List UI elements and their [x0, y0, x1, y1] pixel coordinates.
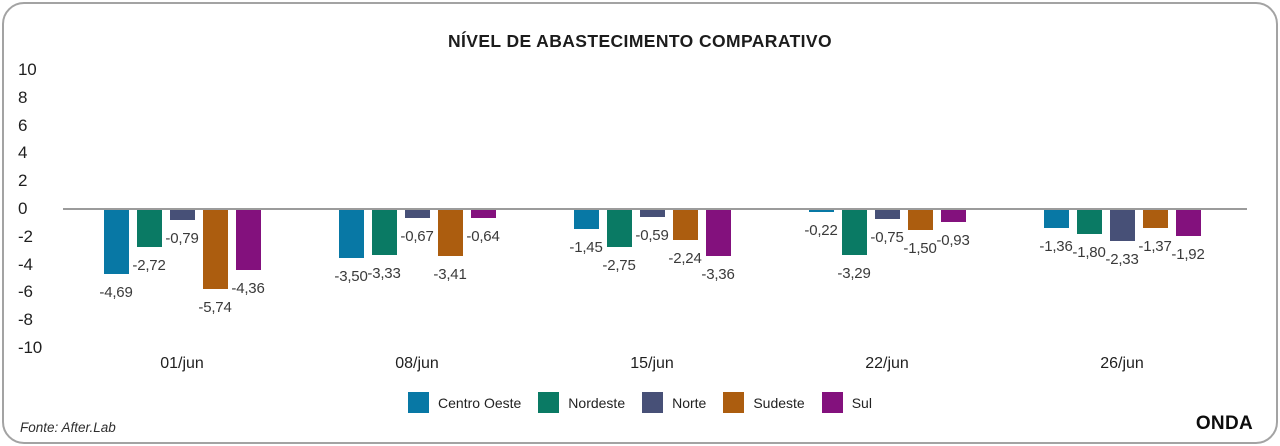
bar-value-label: -1,36	[1039, 237, 1073, 255]
bar-value-label: -2,72	[132, 256, 166, 274]
bar-value-label: -3,41	[433, 266, 467, 284]
bar-sudeste	[202, 209, 228, 289]
bar-centro-oeste	[573, 209, 599, 230]
legend-item-nordeste: Nordeste	[538, 392, 625, 413]
bar-norte	[639, 209, 665, 218]
y-axis-tick-label: 4	[18, 143, 28, 163]
bar-value-label: -4,36	[231, 279, 265, 297]
legend: Centro Oeste Nordeste Norte Sudeste Sul	[0, 392, 1280, 413]
bar-sul	[940, 209, 966, 222]
legend-label: Nordeste	[568, 394, 626, 411]
bar-centro-oeste	[103, 209, 129, 275]
y-axis-tick-label: -2	[18, 226, 33, 246]
legend-label: Centro Oeste	[438, 394, 522, 411]
legend-label: Sul	[851, 394, 872, 411]
legend-label: Sudeste	[753, 394, 805, 411]
bar-value-label: -3,36	[701, 265, 735, 283]
bar-value-label: -1,50	[903, 239, 937, 257]
bar-sul	[1175, 209, 1201, 236]
x-axis-category-label: 08/jun	[395, 355, 439, 372]
y-axis-tick-label: -4	[18, 254, 33, 274]
x-axis-category-label: 26/jun	[1100, 355, 1144, 372]
bar-norte	[169, 209, 195, 220]
legend-item-sudeste: Sudeste	[723, 392, 805, 413]
bar-sudeste	[672, 209, 698, 241]
y-axis-tick-label: -6	[18, 282, 33, 302]
bar-value-label: -1,92	[1171, 245, 1205, 263]
bar-norte	[874, 209, 900, 220]
legend-item-sul: Sul	[821, 392, 872, 413]
chart-title: NÍVEL DE ABASTECIMENTO COMPARATIVO	[447, 31, 833, 51]
bar-value-label: -3,33	[367, 265, 401, 283]
legend-swatch-icon	[821, 392, 843, 413]
bar-value-label: -2,75	[602, 257, 636, 275]
bar-nordeste	[1076, 209, 1102, 234]
legend-label: Norte	[672, 394, 707, 411]
y-axis-tick-label: -8	[18, 310, 33, 330]
legend-swatch-icon	[408, 392, 430, 413]
bar-centro-oeste	[1043, 209, 1069, 228]
bar-nordeste	[606, 209, 632, 248]
bar-value-label: -0,67	[400, 228, 434, 246]
x-axis-category-label: 01/jun	[160, 355, 204, 372]
bar-value-label: -1,80	[1072, 244, 1106, 261]
bar-nordeste	[841, 209, 867, 255]
bar-value-label: -2,33	[1105, 251, 1139, 269]
y-axis-tick-label: 10	[18, 60, 37, 79]
bar-value-label: -3,50	[334, 267, 368, 285]
bar-nordeste	[136, 209, 162, 247]
bar-sul	[470, 209, 496, 218]
y-axis-tick-label: 8	[18, 87, 28, 107]
y-axis-tick-label: -10	[18, 338, 42, 357]
legend-item-centro-oeste: Centro Oeste	[408, 392, 521, 413]
legend-item-norte: Norte	[642, 392, 706, 413]
bar-centro-oeste	[338, 209, 364, 258]
source-note: Fonte: After.Lab	[20, 420, 116, 435]
x-axis-category-label: 22/jun	[865, 355, 909, 372]
bar-value-label: -0,59	[635, 227, 669, 245]
bar-centro-oeste	[808, 209, 834, 213]
bar-value-label: -1,37	[1138, 238, 1172, 255]
bar-value-label: -5,74	[198, 298, 232, 316]
bar-value-label: -0,75	[870, 229, 904, 247]
bar-sudeste	[437, 209, 463, 257]
legend-swatch-icon	[538, 392, 560, 413]
bar-value-label: -2,24	[668, 250, 702, 268]
y-axis-tick-label: 6	[18, 115, 28, 135]
x-axis-zero-line	[63, 208, 1247, 210]
legend-swatch-icon	[642, 392, 664, 413]
bar-sul	[235, 209, 261, 270]
bar-value-label: -0,22	[804, 222, 838, 240]
bar-sul	[705, 209, 731, 256]
bar-norte	[1109, 209, 1135, 242]
bar-value-label: -1,45	[569, 239, 603, 257]
bar-value-label: -3,29	[837, 264, 871, 282]
x-axis-category-label: 15/jun	[630, 355, 674, 372]
bar-value-label: -0,79	[165, 230, 199, 247]
legend-swatch-icon	[723, 392, 745, 413]
brand-logo: ONDA	[1195, 413, 1253, 434]
y-axis-tick-label: 0	[18, 199, 28, 218]
bar-sudeste	[1142, 209, 1168, 228]
bar-value-label: -0,64	[466, 227, 500, 245]
bar-value-label: -4,69	[99, 284, 133, 302]
bar-sudeste	[907, 209, 933, 230]
bar-norte	[404, 209, 430, 219]
bar-nordeste	[371, 209, 397, 256]
bar-value-label: -0,93	[936, 231, 970, 249]
y-axis-tick-label: 2	[18, 171, 28, 191]
